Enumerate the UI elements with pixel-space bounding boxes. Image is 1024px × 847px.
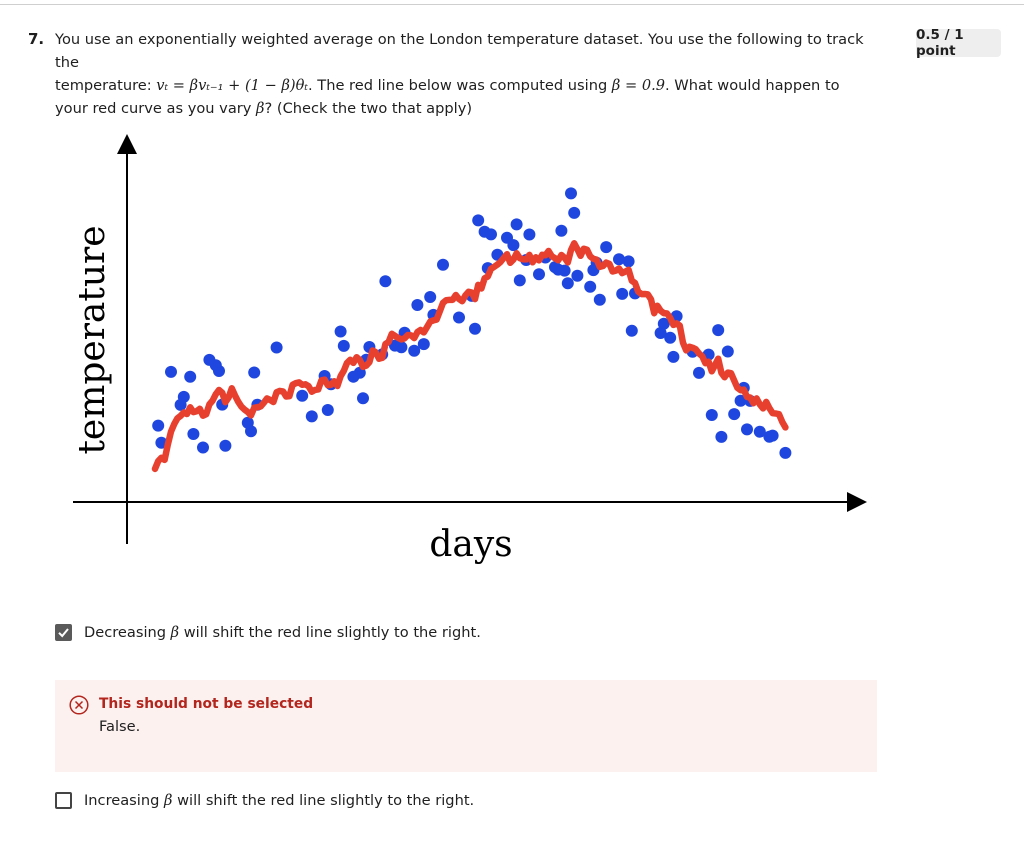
data-point xyxy=(705,409,718,421)
data-point xyxy=(213,365,225,377)
data-point xyxy=(741,423,753,436)
data-point xyxy=(469,322,481,335)
data-points xyxy=(152,187,792,459)
data-point xyxy=(305,410,318,423)
error-x-circle-icon xyxy=(69,695,89,715)
data-point xyxy=(296,389,309,402)
data-point xyxy=(248,366,261,379)
data-point xyxy=(485,228,497,241)
data-point xyxy=(152,419,165,432)
data-point xyxy=(664,331,677,344)
data-point xyxy=(513,274,526,287)
data-point xyxy=(728,408,741,421)
data-point xyxy=(753,425,766,438)
question-line-3-prefix: your red curve as you vary xyxy=(55,100,257,117)
data-point xyxy=(568,206,581,219)
data-point xyxy=(766,429,779,442)
data-point xyxy=(187,428,200,440)
data-point xyxy=(693,366,705,379)
beta-value: β = 0.9 xyxy=(611,77,666,94)
data-point xyxy=(712,324,725,337)
data-point xyxy=(270,341,283,354)
option-1-checkbox[interactable] xyxy=(55,624,72,641)
data-point xyxy=(177,390,190,403)
question-text: You use an exponentially weighted averag… xyxy=(55,28,870,120)
data-point xyxy=(245,425,257,438)
data-point xyxy=(417,338,430,351)
data-point xyxy=(622,255,635,268)
data-point xyxy=(408,344,421,357)
data-point xyxy=(184,370,197,383)
data-point xyxy=(533,268,545,281)
data-point xyxy=(334,325,347,338)
option-decreasing-beta[interactable]: Decreasing β will shift the red line sli… xyxy=(55,624,481,641)
feedback-title: This should not be selected xyxy=(99,696,314,712)
option-1-label[interactable]: Decreasing β will shift the red line sli… xyxy=(84,624,481,641)
question-line-2-mid: . The red line below was computed using xyxy=(308,77,612,94)
temperature-figure: temperature days xyxy=(0,120,900,580)
data-point xyxy=(667,350,680,363)
x-axis-label: days xyxy=(429,524,512,565)
ewa-formula: vₜ = βvₜ₋₁ + (1 − β)θₜ xyxy=(156,77,308,94)
data-point xyxy=(395,341,408,354)
beta-symbol: β xyxy=(256,100,265,117)
data-point xyxy=(555,224,568,237)
data-point xyxy=(565,187,577,200)
top-divider xyxy=(0,4,1024,5)
data-point xyxy=(593,293,606,306)
temperature-scatter-plot: temperature days xyxy=(72,134,867,565)
data-point xyxy=(561,277,574,290)
data-point xyxy=(657,317,670,330)
data-point xyxy=(197,441,209,454)
data-point xyxy=(721,345,734,358)
data-point xyxy=(584,280,597,293)
data-point xyxy=(357,392,369,405)
question-number: 7. xyxy=(28,30,45,48)
ewa-red-line xyxy=(151,240,789,473)
data-point xyxy=(411,299,424,311)
data-point xyxy=(507,239,520,252)
score-badge: 0.5 / 1 point xyxy=(916,27,1001,59)
feedback-body: False. xyxy=(99,718,141,735)
data-point xyxy=(571,269,584,282)
x-axis-arrow xyxy=(847,492,867,512)
data-point xyxy=(734,394,747,407)
question-line-2-suffix: . What would happen to xyxy=(665,77,840,94)
incorrect-feedback: This should not be selected False. xyxy=(55,680,877,772)
data-point xyxy=(613,253,625,266)
option-increasing-beta[interactable]: Increasing β will shift the red line sli… xyxy=(55,792,474,809)
data-point xyxy=(625,324,638,337)
data-point xyxy=(779,446,792,459)
data-point xyxy=(379,275,392,288)
data-point xyxy=(165,365,177,378)
question-line-1: You use an exponentially weighted averag… xyxy=(55,31,864,71)
data-point xyxy=(437,258,449,271)
data-point xyxy=(654,327,667,339)
data-point xyxy=(616,287,629,300)
data-point xyxy=(472,214,485,227)
question-line-2-prefix: temperature: xyxy=(55,77,157,94)
option-2-checkbox[interactable] xyxy=(55,792,72,809)
data-point xyxy=(321,404,334,416)
data-point xyxy=(600,241,613,254)
data-point xyxy=(337,339,350,352)
question-line-3-suffix: ? (Check the two that apply) xyxy=(264,100,473,117)
y-axis-label: temperature xyxy=(72,225,113,454)
checkmark-icon xyxy=(58,628,69,638)
option-2-label[interactable]: Increasing β will shift the red line sli… xyxy=(84,792,475,809)
data-point xyxy=(715,430,728,443)
data-point xyxy=(523,228,536,241)
y-axis-arrow xyxy=(117,134,137,154)
data-point xyxy=(219,439,232,452)
data-point xyxy=(424,291,437,303)
data-point xyxy=(558,264,571,277)
data-point xyxy=(453,311,465,324)
data-point xyxy=(510,218,523,231)
